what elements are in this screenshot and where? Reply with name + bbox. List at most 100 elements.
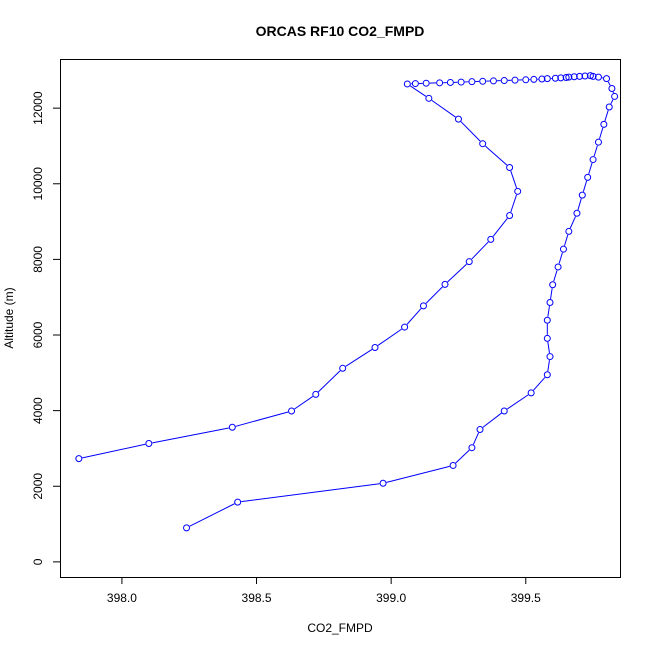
data-point — [528, 390, 534, 396]
x-tick-label: 399.5 — [511, 591, 541, 605]
data-point — [585, 174, 591, 180]
series-segment — [554, 270, 557, 281]
series-segment — [485, 146, 507, 165]
series-segment — [236, 412, 288, 426]
series-segment — [511, 195, 517, 212]
data-point — [547, 354, 553, 360]
data-point — [146, 441, 152, 447]
data-point — [404, 81, 410, 87]
data-point — [450, 462, 456, 468]
x-tick-label: 398.0 — [107, 591, 137, 605]
x-axis-label: CO2_FMPD — [307, 621, 373, 635]
series-segment — [594, 146, 597, 157]
series-segment — [410, 86, 426, 96]
data-point — [235, 499, 241, 505]
series-segment — [318, 371, 340, 392]
y-tick-label: 6000 — [31, 321, 45, 348]
data-point — [380, 480, 386, 486]
y-tick-label: 8000 — [31, 246, 45, 273]
data-point — [466, 259, 472, 265]
series-segment — [534, 377, 545, 390]
series-segment — [511, 171, 517, 188]
data-point — [477, 427, 483, 433]
data-point — [442, 281, 448, 287]
series-segment — [548, 360, 550, 371]
series-segment — [152, 428, 228, 443]
data-point — [420, 303, 426, 309]
series-segment — [346, 349, 372, 366]
data-point — [402, 324, 408, 330]
y-tick-label: 12000 — [31, 91, 45, 125]
series-segment — [611, 100, 613, 104]
data-point — [507, 213, 513, 219]
data-point — [601, 121, 607, 127]
data-point — [412, 81, 418, 87]
series-segment — [190, 504, 235, 526]
series-segment — [378, 329, 402, 345]
y-axis-label: Altitude (m) — [2, 287, 16, 348]
series-segment — [483, 413, 502, 427]
series-segment — [570, 217, 575, 229]
data-point — [560, 246, 566, 252]
series-segment — [473, 433, 478, 445]
data-point — [184, 525, 190, 531]
series-segment — [407, 309, 421, 325]
data-point — [458, 79, 464, 85]
series-segment — [507, 395, 528, 409]
series-segment — [548, 306, 550, 317]
data-point — [340, 365, 346, 371]
data-point — [604, 76, 610, 82]
data-point — [455, 116, 461, 122]
data-point — [426, 95, 432, 101]
series-segment — [456, 450, 470, 463]
data-point — [531, 76, 537, 82]
series-segment — [461, 122, 480, 141]
series-segment — [472, 242, 489, 259]
data-point — [469, 445, 475, 451]
data-point — [606, 104, 612, 110]
plot-frame — [61, 60, 621, 578]
data-point — [488, 236, 494, 242]
data-point — [507, 165, 513, 171]
data-point — [609, 85, 615, 91]
series-segment — [295, 396, 313, 409]
series-segment — [578, 199, 581, 210]
data-point — [313, 391, 319, 397]
data-point — [480, 141, 486, 147]
series-segment — [448, 264, 467, 282]
data-point — [289, 408, 295, 414]
x-tick-label: 398.5 — [242, 591, 272, 605]
data-point — [515, 188, 521, 194]
data-point — [566, 228, 572, 234]
data-point — [501, 78, 507, 84]
data-point — [544, 317, 550, 323]
series-segment — [565, 235, 568, 246]
data-point — [544, 335, 550, 341]
data-point — [550, 282, 556, 288]
data-point — [372, 344, 378, 350]
data-point — [579, 192, 585, 198]
series-segment — [600, 128, 603, 139]
data-point — [595, 139, 601, 145]
data-point — [574, 210, 580, 216]
data-point — [447, 79, 453, 85]
data-point — [544, 372, 550, 378]
data-point — [490, 78, 496, 84]
series-segment — [559, 253, 562, 264]
series-segment — [605, 110, 608, 121]
y-tick-label: 4000 — [31, 397, 45, 424]
series-segment — [548, 342, 550, 353]
data-point — [501, 408, 507, 414]
chart-title: ORCAS RF10 CO2_FMPD — [256, 23, 425, 39]
series-segment — [493, 218, 507, 236]
data-point — [469, 79, 475, 85]
series-segment — [241, 484, 379, 502]
data-point — [590, 157, 596, 163]
data-point — [76, 456, 82, 462]
data-point — [480, 78, 486, 84]
data-point — [523, 77, 529, 83]
series-segment — [608, 82, 610, 86]
data-point — [423, 80, 429, 86]
